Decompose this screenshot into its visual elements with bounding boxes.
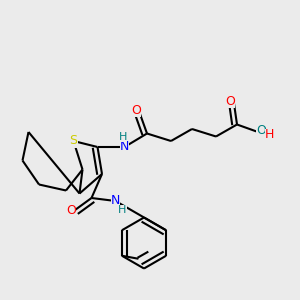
Text: N: N xyxy=(111,194,120,208)
Text: O: O xyxy=(67,203,76,217)
Text: H: H xyxy=(118,205,127,215)
Text: S: S xyxy=(70,134,77,148)
Text: O: O xyxy=(256,124,266,137)
Text: N: N xyxy=(120,140,129,154)
Text: H: H xyxy=(265,128,274,142)
Text: O: O xyxy=(132,103,141,117)
Text: O: O xyxy=(226,94,235,108)
Text: H: H xyxy=(119,131,127,142)
